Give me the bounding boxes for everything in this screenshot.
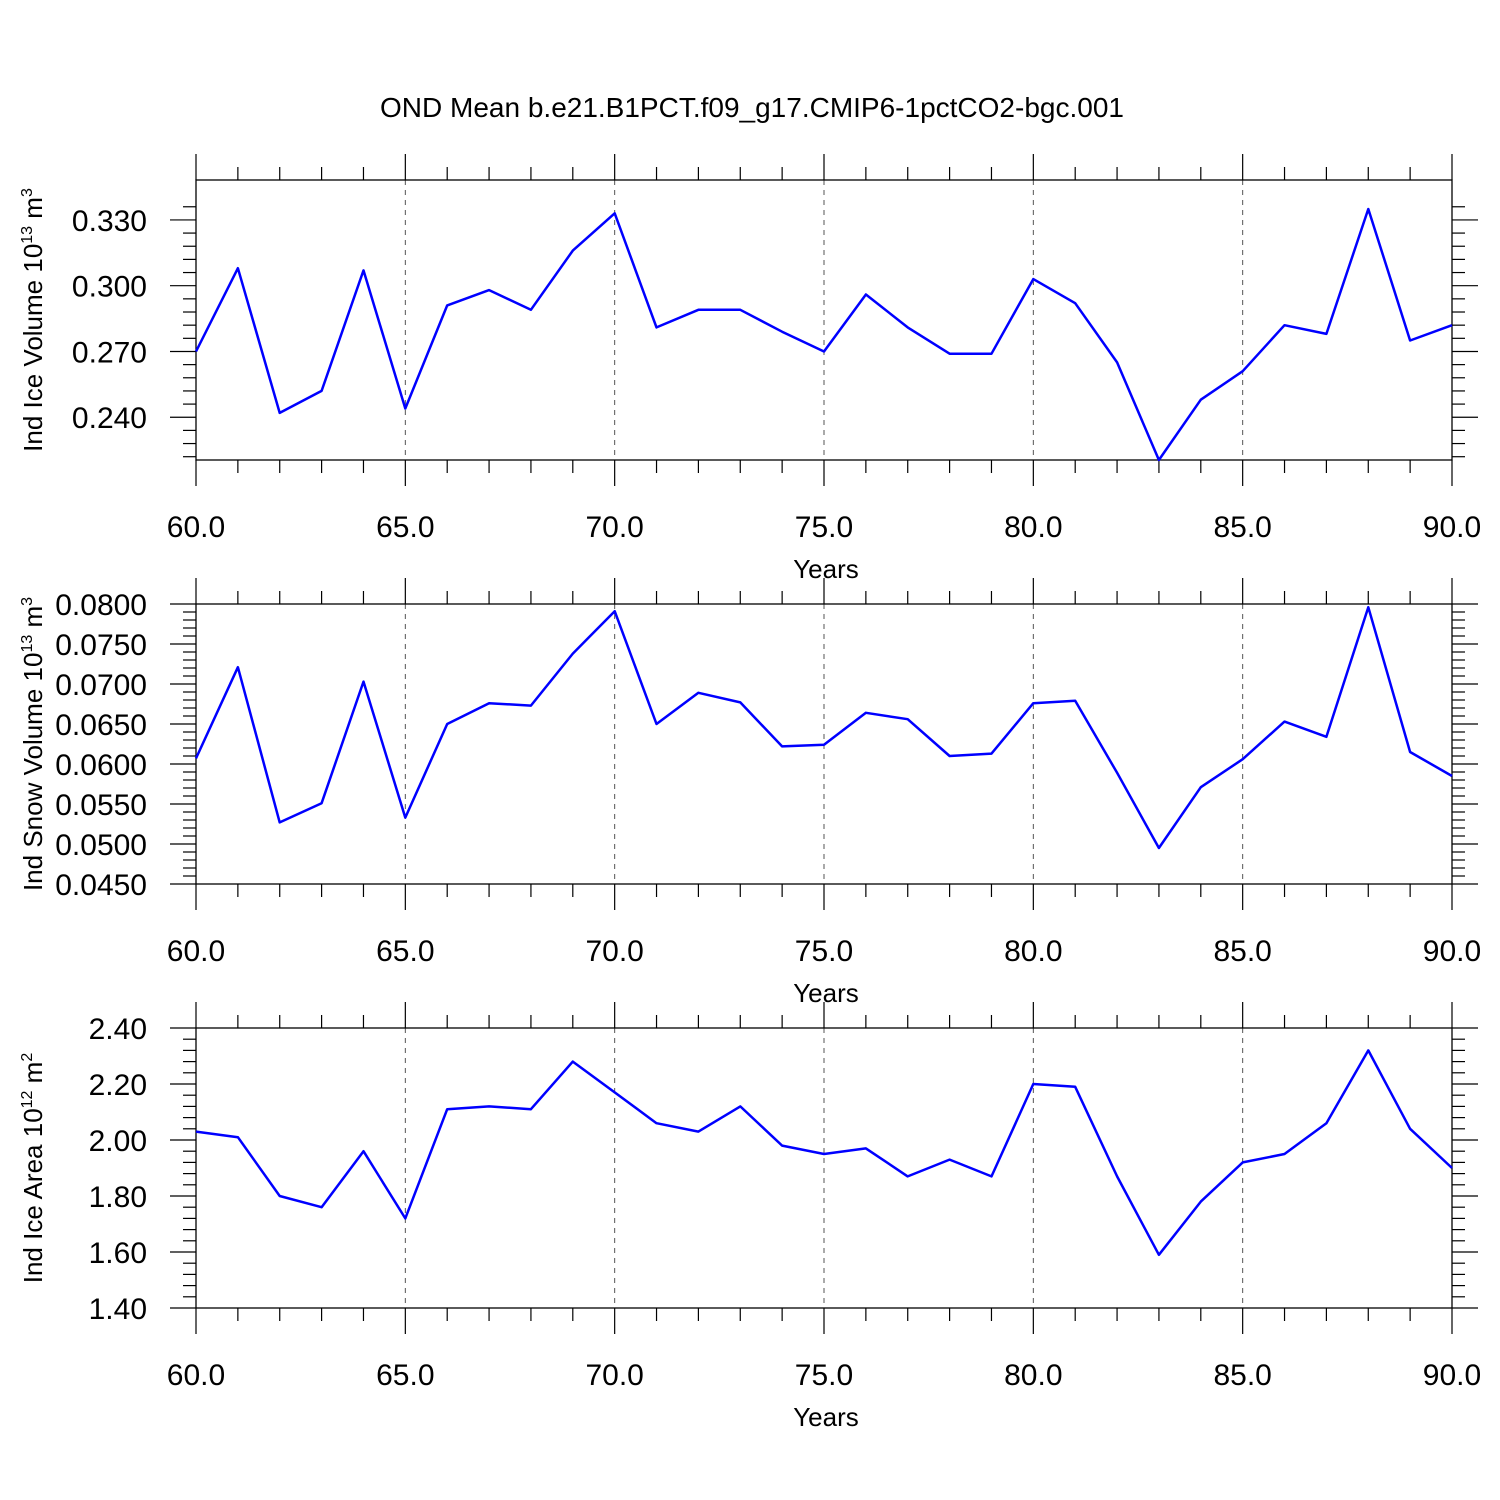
y-tick-label: 0.270 [72,336,147,369]
x-tick-label: 70.0 [585,1359,643,1392]
y-axis-label: Ind Ice Area 1012 m2 [18,1053,48,1284]
panel-3: 60.0 65.0 70.0 75.0 80.0 85.0 90.0 1.40 1.60 1.80… [18,1002,1481,1432]
x-tick-label: 70.0 [585,511,643,544]
x-tick-label: 80.0 [1004,1359,1062,1392]
x-tick-label: 65.0 [376,511,434,544]
y-tick-label: 1.40 [89,1293,147,1326]
x-tick-label: 75.0 [795,511,853,544]
x-tick-label: 60.0 [167,935,225,968]
panels: 60.0 65.0 70.0 75.0 80.0 85.0 90.0 0.240 0.270 0.… [18,154,1481,1432]
x-tick-label: 60.0 [167,1359,225,1392]
y-tick-label: 0.0600 [55,749,147,782]
x-tick-label: 80.0 [1004,511,1062,544]
x-tick-label: 80.0 [1004,935,1062,968]
x-tick-label: 65.0 [376,1359,434,1392]
y-tick-label: 0.300 [72,271,147,304]
x-tick-label: 60.0 [167,511,225,544]
y-tick-label: 0.0450 [55,869,147,902]
x-axis-label: Years [793,978,859,1008]
y-tick-label: 0.0550 [55,789,147,822]
x-axis-label: Years [793,1402,859,1432]
y-tick-label: 0.0500 [55,829,147,862]
series-line [195,1049,1453,1257]
y-tick-label: 2.40 [89,1013,147,1046]
y-tick-label: 2.20 [89,1069,147,1102]
panel-1: 60.0 65.0 70.0 75.0 80.0 85.0 90.0 0.240 0.270 0.… [18,154,1481,584]
x-tick-label: 65.0 [376,935,434,968]
figure-title: OND Mean b.e21.B1PCT.f09_g17.CMIP6-1pctC… [380,92,1124,123]
y-tick-label: 0.0700 [55,669,147,702]
y-tick-label: 0.0650 [55,709,147,742]
series-line [194,207,1453,462]
x-axis-label: Years [793,554,859,584]
y-axis-label: Ind Ice Volume 1013 m3 [18,188,48,452]
x-tick-label: 90.0 [1423,935,1481,968]
x-tick-label: 75.0 [795,1359,853,1392]
x-tick-label: 90.0 [1423,511,1481,544]
x-tick-label: 85.0 [1213,511,1271,544]
x-tick-label: 90.0 [1423,1359,1481,1392]
y-tick-label: 2.00 [89,1125,147,1158]
y-tick-label: 1.80 [89,1181,147,1214]
y-tick-label: 0.240 [72,402,147,435]
y-tick-label: 0.0800 [55,589,147,622]
y-tick-label: 1.60 [89,1237,147,1270]
y-tick-label: 0.330 [72,205,147,238]
series-line [194,605,1453,850]
x-tick-label: 75.0 [795,935,853,968]
x-tick-label: 70.0 [585,935,643,968]
y-axis-label: Ind Snow Volume 1013 m3 [18,597,48,891]
x-tick-label: 85.0 [1213,1359,1271,1392]
panel-2: 60.0 65.0 70.0 75.0 80.0 85.0 90.0 0.0450 0.0500… [18,578,1481,1008]
y-tick-label: 0.0750 [55,629,147,662]
x-tick-label: 85.0 [1213,935,1271,968]
